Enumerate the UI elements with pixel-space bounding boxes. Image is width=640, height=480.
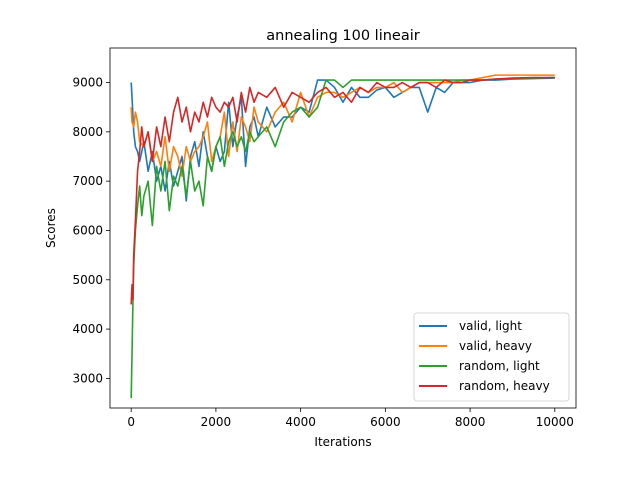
x-tick-label: 10000 [536,415,574,429]
legend: valid, light valid, heavy random, light ran… [413,312,570,402]
x-axis-label: Iterations [314,435,371,449]
legend-label-4: random, heavy [459,379,550,393]
x-tick-label: 4000 [285,415,316,429]
plot-frame [109,47,577,409]
x-tick-label: 6000 [370,415,401,429]
y-tick-label: 3000 [72,371,103,385]
x-tick-label: 8000 [455,415,486,429]
y-axis-label: Scores [44,208,58,248]
y-tick-label: 6000 [72,223,103,237]
legend-label-1: valid, light [459,319,522,333]
series-layer [130,74,555,399]
y-tick-label: 9000 [72,76,103,90]
legend-label-2: valid, heavy [459,339,532,353]
x-axis: 0 2000 4000 6000 8000 10000 [127,408,574,429]
x-tick-label: 2000 [201,415,232,429]
y-tick-label: 4000 [72,322,103,336]
series-line-4 [130,76,555,305]
y-tick-label: 8000 [72,125,103,139]
y-tick-label: 7000 [72,174,103,188]
legend-frame [413,312,570,402]
y-tick-label: 5000 [72,273,103,287]
y-axis: 3000 4000 5000 6000 7000 8000 9000 [72,76,110,385]
legend-label-3: random, light [459,359,540,373]
chart-title: annealing 100 lineair [266,28,419,44]
series-line-3 [130,76,555,399]
x-tick-label: 0 [127,415,135,429]
